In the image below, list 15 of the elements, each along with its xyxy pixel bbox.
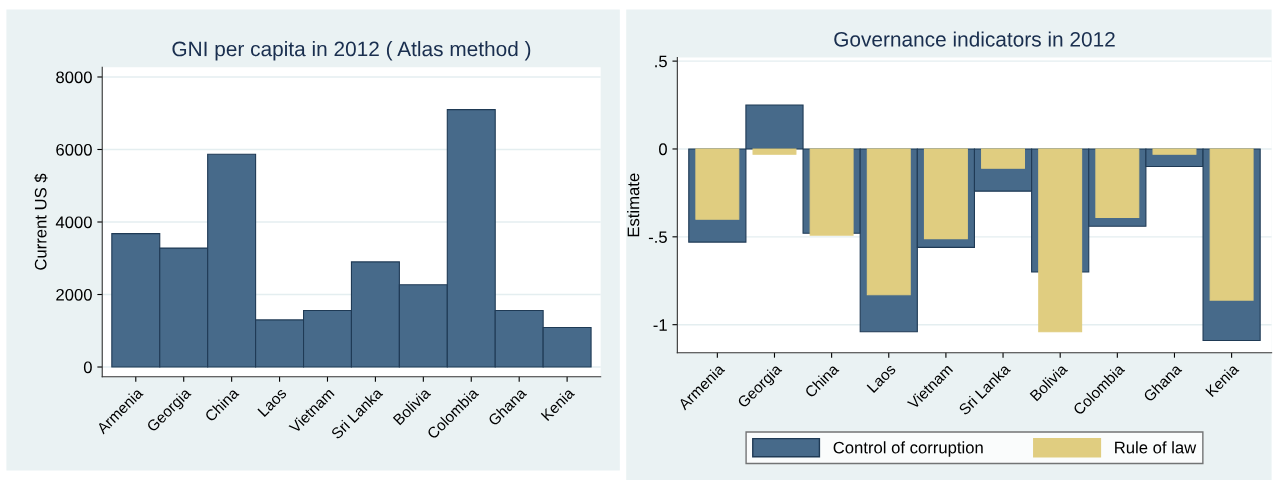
y-tick-label: 0 <box>83 361 92 374</box>
y-tick-label: 8000 <box>56 71 92 84</box>
y-tick-label: 6000 <box>56 143 92 156</box>
y-tick-label: 4000 <box>55 216 92 229</box>
chart-title: Governance indicators in 2012 <box>834 31 1115 47</box>
y-axis-title: Current US $ <box>34 173 48 270</box>
y-tick-label: .5 <box>655 55 667 68</box>
y-tick-label: 0 <box>659 143 667 156</box>
y-axis-title: Estimate <box>627 173 640 237</box>
y-tick-label: -.5 <box>648 231 667 244</box>
chart-title: GNI per capita in 2012 ( Atlas method ) <box>172 40 531 61</box>
y-tick-label: -1 <box>653 319 667 331</box>
legend-label: Control of corruption <box>833 441 983 457</box>
legend-label: Rule of law <box>1115 441 1197 454</box>
y-tick-label: 2000 <box>56 288 92 301</box>
